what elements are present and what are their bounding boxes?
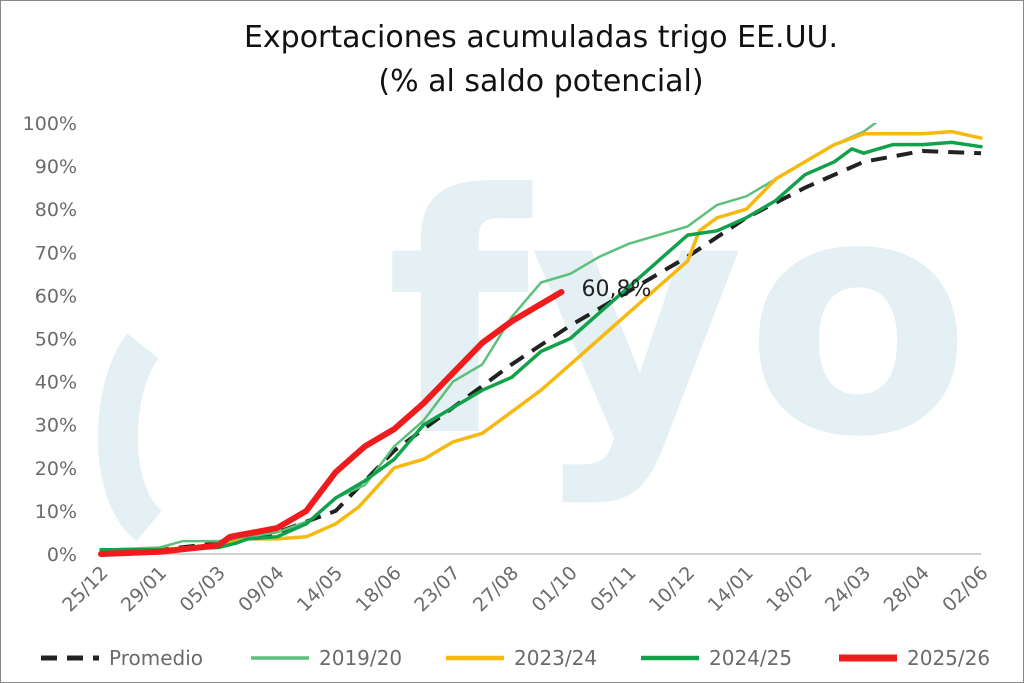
series-group xyxy=(98,123,983,557)
x-tick-label: 23/07 xyxy=(410,562,464,616)
x-tick-label: 02/06 xyxy=(938,562,992,616)
y-tick-label: 80% xyxy=(35,199,77,221)
series-line-2025-26 xyxy=(98,289,565,557)
y-tick-label: 60% xyxy=(35,285,77,307)
legend-label: 2025/26 xyxy=(907,646,990,670)
x-tick-label: 14/05 xyxy=(293,562,347,616)
watermark-arc xyxy=(97,333,163,542)
y-tick-label: 10% xyxy=(35,501,77,523)
x-tick-label: 05/11 xyxy=(586,562,640,616)
x-tick-label: 29/01 xyxy=(117,562,171,616)
x-tick-label: 25/12 xyxy=(58,562,112,616)
x-tick-label: 14/01 xyxy=(704,562,758,616)
legend: Promedio 2019/20 2023/24 2024/25 2025/26 xyxy=(41,646,990,670)
legend-label: 2023/24 xyxy=(514,646,597,670)
series-line-2023-24 xyxy=(99,129,983,554)
y-axis: 0% 10% 20% 30% 40% 50% 60% 70% 80% 90% 100% xyxy=(23,113,77,566)
x-axis: 25/12 29/01 05/03 09/04 14/05 18/06 23/07 27/08… xyxy=(58,553,993,616)
y-tick-label: 100% xyxy=(23,113,77,135)
x-tick-label: 10/12 xyxy=(645,562,699,616)
x-tick-label: 27/08 xyxy=(469,562,523,616)
x-tick-label: 18/06 xyxy=(352,562,406,616)
legend-label: Promedio xyxy=(109,646,203,670)
watermark-logo: fyo xyxy=(386,125,971,509)
y-tick-label: 30% xyxy=(35,415,77,437)
y-tick-label: 70% xyxy=(35,242,77,264)
y-tick-label: 40% xyxy=(35,372,77,394)
chart-subtitle: (% al saldo potencial) xyxy=(378,64,703,99)
y-tick-label: 50% xyxy=(35,329,77,351)
x-tick-label: 09/04 xyxy=(234,562,288,616)
series-line-promedio xyxy=(100,149,982,554)
x-tick-label: 05/03 xyxy=(176,562,230,616)
y-tick-label: 90% xyxy=(35,156,77,178)
y-tick-label: 0% xyxy=(47,544,77,566)
chart-title: Exportaciones acumuladas trigo EE.UU. xyxy=(244,20,838,55)
legend-label: 2019/20 xyxy=(319,646,402,670)
x-tick-label: 18/02 xyxy=(762,562,816,616)
x-tick-label: 01/10 xyxy=(528,562,582,616)
y-tick-label: 20% xyxy=(35,458,77,480)
x-tick-label: 24/03 xyxy=(821,562,875,616)
watermark-layer: fyo xyxy=(97,125,971,542)
annotation-last-value: 60,8% xyxy=(582,277,652,302)
x-tick-label: 28/04 xyxy=(880,562,934,616)
series-line-2024-25 xyxy=(99,140,983,552)
series-layer xyxy=(98,123,983,557)
legend-label: 2024/25 xyxy=(709,646,792,670)
